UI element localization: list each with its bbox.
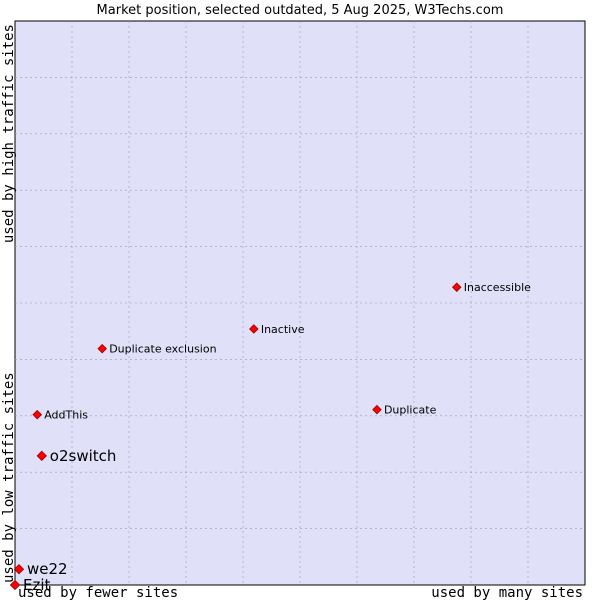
grid (15, 21, 585, 585)
data-point (372, 404, 382, 415)
data-point-label: o2switch (50, 447, 117, 465)
data-point-label: Inactive (261, 323, 305, 336)
chart-title: Market position, selected outdated, 5 Au… (97, 3, 504, 18)
data-point (97, 343, 107, 354)
data-point (13, 564, 25, 575)
data-point (451, 282, 462, 292)
data-point-label: Ezit (23, 576, 51, 594)
data-point (9, 579, 21, 591)
data-point-label: Inaccessible (464, 281, 531, 294)
data-point-label: Duplicate (384, 404, 437, 417)
data-point (249, 324, 259, 334)
data-point (32, 409, 42, 420)
x-axis-label-high: used by many sites (431, 585, 583, 600)
x-axis-label-low: used by fewer sites (18, 585, 178, 600)
data-point-label: AddThis (44, 409, 88, 422)
y-axis-label-low: used by low traffic sites (1, 372, 17, 583)
data-point-label: Duplicate exclusion (109, 343, 216, 356)
y-axis-label-high: used by high traffic sites (1, 24, 17, 243)
data-points: Inaccessible Inactive Duplicate exclusion D… (9, 281, 531, 594)
data-point-label: we22 (27, 560, 68, 578)
data-point (36, 450, 47, 462)
